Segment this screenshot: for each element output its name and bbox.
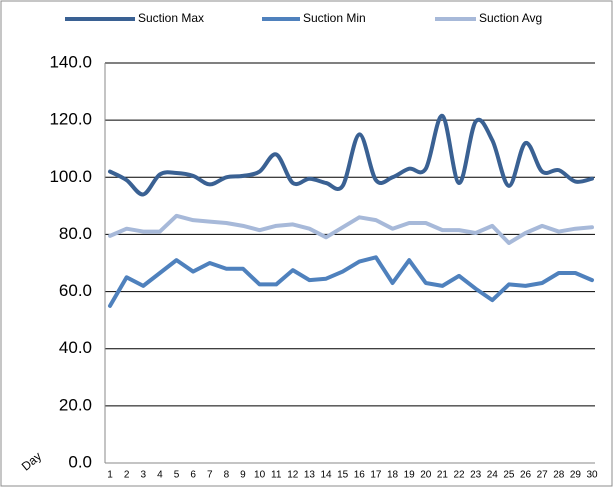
x-tick-label: 15: [337, 470, 349, 481]
y-tick-label: 140.0: [49, 52, 92, 71]
x-tick-label: 8: [224, 470, 230, 481]
legend-label: Suction Min: [303, 11, 366, 25]
x-tick-label: 23: [470, 470, 482, 481]
x-tick-label: 11: [271, 470, 282, 481]
legend-label: Suction Avg: [479, 11, 542, 25]
y-tick-label: 20.0: [59, 395, 92, 414]
x-tick-label: 25: [503, 470, 515, 481]
x-tick-label: 21: [437, 470, 449, 481]
x-tick-label: 17: [370, 470, 382, 481]
x-tick-label: 29: [570, 470, 582, 481]
x-tick-label: 16: [354, 470, 366, 481]
y-tick-label: 0.0: [68, 452, 92, 471]
x-tick-label: 24: [487, 470, 499, 481]
legend-label: Suction Max: [138, 11, 204, 25]
x-tick-label: 5: [174, 470, 180, 481]
x-tick-label: 12: [287, 470, 299, 481]
x-tick-label: 27: [537, 470, 549, 481]
x-tick-label: 14: [321, 470, 333, 481]
y-tick-label: 100.0: [49, 167, 92, 186]
x-tick-label: 1: [107, 470, 113, 481]
y-tick-label: 40.0: [59, 338, 92, 357]
x-tick-label: 9: [240, 470, 246, 481]
series-line: [108, 113, 594, 197]
x-tick-label: 2: [124, 470, 130, 481]
y-tick-label: 80.0: [59, 224, 92, 243]
x-tick-label: 28: [553, 470, 565, 481]
y-tick-label: 60.0: [59, 281, 92, 300]
y-tick-label: 120.0: [49, 110, 92, 129]
x-tick-label: 3: [140, 470, 146, 481]
series-line: [108, 255, 594, 308]
x-tick-label: 19: [404, 470, 416, 481]
x-tick-label: 13: [304, 470, 316, 481]
x-tick-label: 7: [207, 470, 213, 481]
x-tick-label: 4: [157, 470, 163, 481]
x-tick-label: 18: [387, 470, 399, 481]
x-tick-label: 30: [586, 470, 598, 481]
x-tick-label: 22: [453, 470, 465, 481]
x-tick-label: 6: [190, 470, 196, 481]
x-tick-label: 10: [254, 470, 266, 481]
x-tick-label: 26: [520, 470, 532, 481]
series-line: [108, 213, 594, 245]
x-tick-label: 20: [420, 470, 432, 481]
